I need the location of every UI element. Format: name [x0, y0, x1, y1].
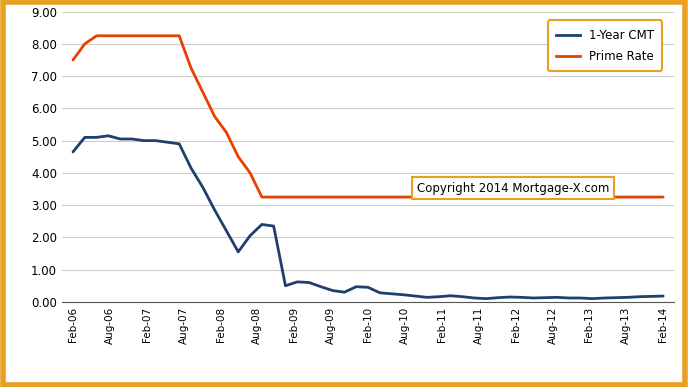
Text: Copyright 2014 Mortgage-X.com: Copyright 2014 Mortgage-X.com — [417, 182, 610, 195]
Legend: 1-Year CMT, Prime Rate: 1-Year CMT, Prime Rate — [548, 21, 663, 71]
